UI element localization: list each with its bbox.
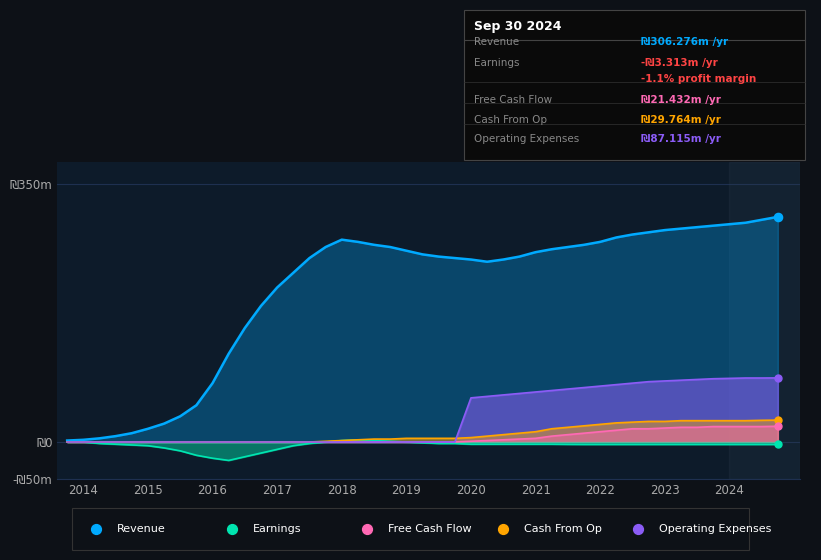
Text: Free Cash Flow: Free Cash Flow xyxy=(388,524,472,534)
Text: Revenue: Revenue xyxy=(474,36,519,46)
Point xyxy=(225,525,238,534)
Text: Revenue: Revenue xyxy=(117,524,166,534)
Text: ₪87.115m /yr: ₪87.115m /yr xyxy=(641,134,721,144)
Point xyxy=(771,422,784,431)
Text: Free Cash Flow: Free Cash Flow xyxy=(474,95,552,105)
Point xyxy=(771,212,784,221)
Text: Earnings: Earnings xyxy=(253,524,301,534)
Bar xyxy=(729,162,800,479)
Text: ₪29.764m /yr: ₪29.764m /yr xyxy=(641,115,721,124)
Text: Operating Expenses: Operating Expenses xyxy=(474,134,579,144)
Text: Cash From Op: Cash From Op xyxy=(524,524,602,534)
Text: -1.1% profit margin: -1.1% profit margin xyxy=(641,74,756,84)
Text: Operating Expenses: Operating Expenses xyxy=(659,524,772,534)
Point xyxy=(360,525,374,534)
Point xyxy=(771,374,784,382)
Point xyxy=(89,525,103,534)
Text: Earnings: Earnings xyxy=(474,58,519,68)
Text: ₪21.432m /yr: ₪21.432m /yr xyxy=(641,95,721,105)
Text: Cash From Op: Cash From Op xyxy=(474,115,547,124)
Text: ₪306.276m /yr: ₪306.276m /yr xyxy=(641,36,728,46)
Point xyxy=(496,525,509,534)
Point xyxy=(771,440,784,449)
Text: Sep 30 2024: Sep 30 2024 xyxy=(474,20,562,32)
Text: -₪3.313m /yr: -₪3.313m /yr xyxy=(641,58,718,68)
Point xyxy=(631,525,644,534)
Point xyxy=(771,416,784,424)
